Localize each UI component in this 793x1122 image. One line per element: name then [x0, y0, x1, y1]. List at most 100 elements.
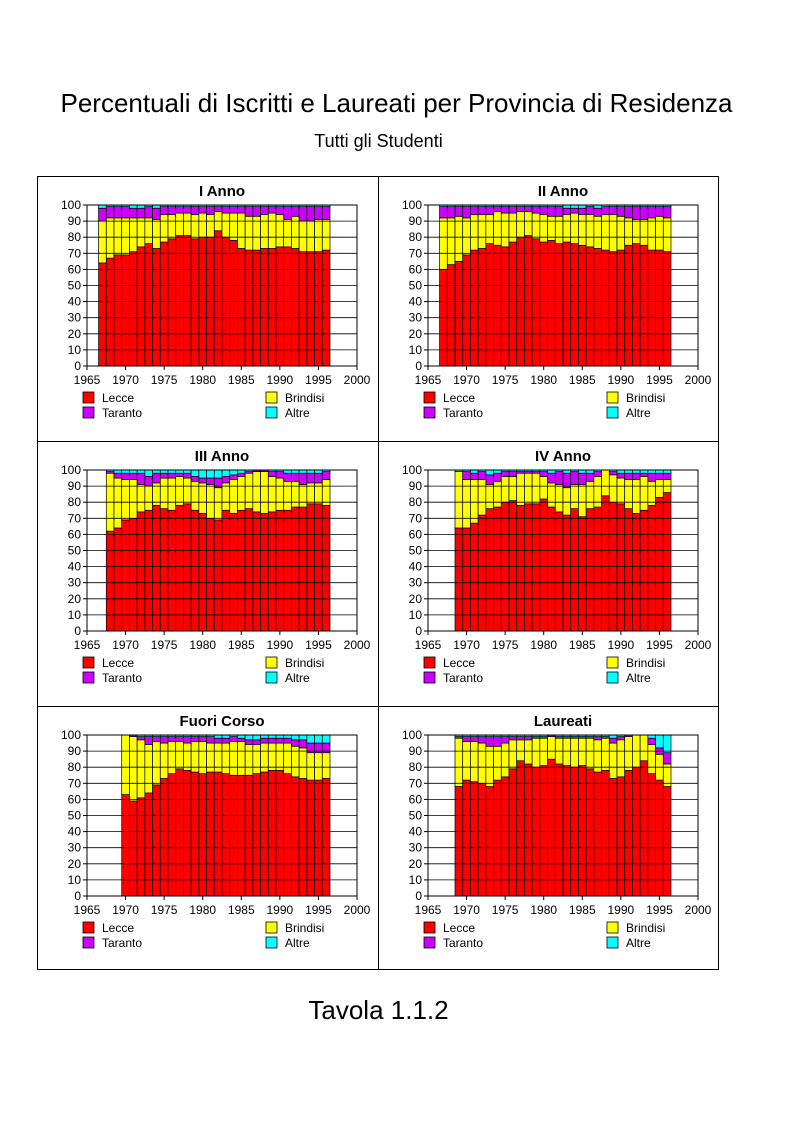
chart-laureati: Laureati 0 10 20 30 40 50 60 70 80 90 100 1965 1970 19…: [402, 713, 712, 950]
y-tick-label: 0: [415, 624, 422, 638]
bar-taranto-1976: [508, 736, 518, 741]
bar-brindisi-1975: [159, 214, 169, 243]
bar-taranto-1985: [237, 206, 246, 214]
bar-lecce-1982: [213, 230, 223, 367]
y-tick-label: 60: [409, 527, 423, 541]
y-tick-label: 90: [68, 479, 82, 493]
bar-altre-1983: [221, 469, 231, 477]
bar-taranto-1983: [221, 737, 231, 744]
x-tick-label: 2000: [344, 903, 371, 917]
bar-lecce-1988: [260, 513, 269, 632]
y-tick-label: 60: [68, 262, 82, 276]
bar-taranto-1990: [616, 736, 626, 741]
x-tick-label: 1965: [415, 638, 442, 652]
bar-lecce-1989: [267, 248, 277, 367]
x-tick-label: 1995: [646, 638, 673, 652]
bar-lecce-1978: [183, 235, 192, 367]
bar-lecce-1977: [516, 505, 525, 632]
bar-brindisi-1996: [321, 752, 331, 779]
legend-label-altre: Altre: [626, 406, 651, 420]
x-tick-label: 1990: [267, 373, 294, 387]
legend-swatch-taranto: [82, 406, 95, 419]
bar-brindisi-1986: [585, 737, 595, 770]
bar-altre-1973: [144, 469, 153, 477]
bar-brindisi-1995: [314, 752, 323, 781]
bar-brindisi-1974: [152, 219, 161, 249]
bar-brindisi-1996: [321, 479, 331, 506]
bar-brindisi-1980: [539, 214, 548, 243]
bar-brindisi-1988: [260, 471, 269, 514]
bar-taranto-1971: [470, 736, 479, 742]
legend-label-altre: Altre: [285, 406, 310, 420]
bar-altre-1995: [655, 734, 664, 749]
bar-lecce-1991: [624, 770, 633, 897]
y-tick-label: 80: [409, 760, 423, 774]
legend-swatch-altre: [606, 936, 619, 949]
bar-lecce-1985: [578, 244, 587, 367]
bar-altre-1979: [190, 469, 200, 477]
x-tick-label: 1985: [228, 373, 255, 387]
bar-taranto-1968: [446, 206, 456, 219]
legend-label-brindisi: Brindisi: [285, 391, 324, 405]
y-tick-label: 20: [68, 592, 82, 606]
bar-lecce-1988: [601, 770, 610, 897]
bar-brindisi-1992: [291, 480, 300, 508]
bar-brindisi-1984: [229, 212, 238, 241]
bar-brindisi-1972: [136, 217, 146, 248]
bar-taranto-1989: [267, 737, 277, 744]
bar-lecce-1996: [321, 505, 331, 632]
bar-brindisi-1987: [252, 471, 261, 513]
bar-lecce-1988: [260, 248, 269, 367]
bar-taranto-1972: [136, 472, 146, 485]
bar-brindisi-1993: [298, 747, 308, 779]
x-tick-label: 1980: [189, 373, 216, 387]
bar-lecce-1982: [213, 771, 223, 897]
bar-brindisi-1979: [190, 214, 200, 240]
legend-swatch-taranto: [82, 671, 95, 684]
legend-swatch-taranto: [423, 671, 436, 684]
bar-taranto-1972: [136, 736, 146, 741]
bar-brindisi-1979: [190, 480, 200, 511]
bar-taranto-1985: [578, 472, 587, 485]
bar-lecce-1995: [314, 503, 323, 632]
legend-swatch-taranto: [82, 936, 95, 949]
bar-lecce-1979: [190, 509, 200, 632]
bar-lecce-1979: [190, 771, 200, 897]
bar-brindisi-1985: [237, 212, 246, 249]
bar-brindisi-1990: [275, 214, 285, 248]
bar-taranto-1979: [531, 206, 541, 214]
bar-brindisi-1985: [578, 737, 587, 766]
bar-lecce-1995: [314, 779, 323, 897]
bar-brindisi-1989: [267, 476, 277, 513]
bar-lecce-1976: [508, 500, 518, 632]
legend-swatch-altre: [265, 671, 278, 684]
bar-lecce-1977: [516, 760, 525, 897]
bar-taranto-1986: [244, 206, 254, 217]
bar-lecce-1980: [539, 498, 548, 632]
chart-ii-anno: II Anno 0 10 20 30 40 50 60 70 80 90 100 1965 1970 197…: [402, 183, 712, 420]
y-tick-label: 100: [402, 463, 422, 477]
bar-taranto-1989: [608, 737, 618, 744]
bar-lecce-1984: [229, 240, 238, 367]
bar-brindisi-1985: [237, 476, 246, 511]
bar-taranto-1988: [601, 206, 610, 216]
bar-brindisi-1990: [616, 739, 626, 778]
bar-lecce-1981: [206, 517, 215, 632]
bar-taranto-1971: [470, 472, 479, 481]
bar-taranto-1990: [275, 471, 285, 479]
x-tick-label: 1990: [608, 373, 635, 387]
bar-brindisi-1981: [547, 736, 556, 760]
bar-lecce-1967: [98, 262, 107, 367]
bar-brindisi-1983: [221, 482, 231, 511]
bar-lecce-1984: [229, 774, 238, 897]
bar-brindisi-1978: [183, 477, 192, 505]
bar-brindisi-1969: [113, 477, 123, 529]
bar-taranto-1975: [159, 472, 169, 479]
x-tick-label: 1995: [646, 903, 673, 917]
bar-brindisi-1986: [585, 214, 595, 248]
x-tick-label: 1970: [112, 903, 139, 917]
bar-lecce-1974: [152, 784, 161, 897]
bar-lecce-1971: [470, 781, 479, 897]
bar-brindisi-1977: [175, 476, 184, 506]
y-tick-label: 100: [61, 728, 81, 742]
